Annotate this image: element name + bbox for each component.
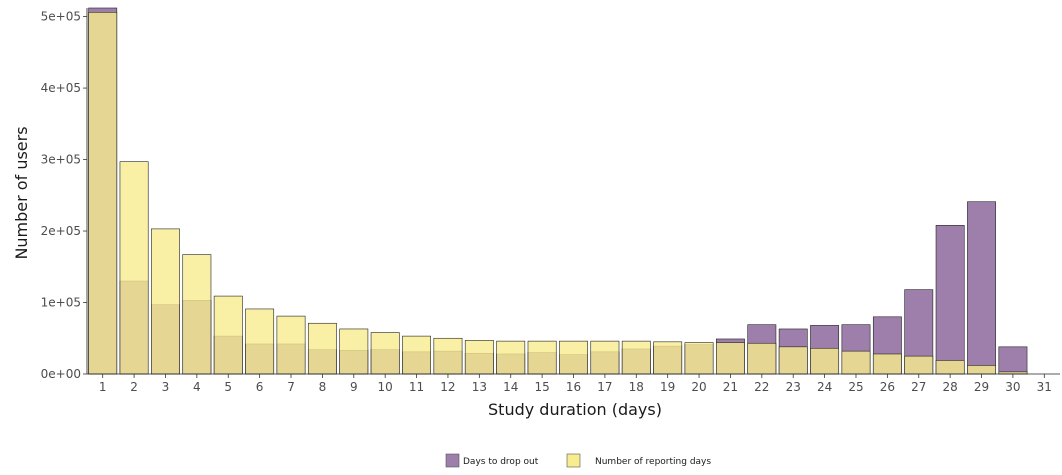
x-tick-label: 23 [786,380,801,394]
x-tick-label: 8 [319,380,327,394]
bar-days-to-drop-out-day-29 [967,201,996,375]
x-tick-label: 28 [943,380,958,394]
bar-number-of-reporting-days-day-7 [276,315,306,375]
x-tick-label: 20 [691,380,706,394]
bar-number-of-reporting-days-day-11 [402,335,431,375]
series-number-of-reporting-days [88,11,1028,375]
y-tick-label: 1e+05 [41,296,81,310]
bar-number-of-reporting-days-day-13 [464,340,494,375]
bar-number-of-reporting-days-day-25 [841,350,871,375]
bar-number-of-reporting-days-day-23 [778,346,808,375]
bar-number-of-reporting-days-day-8 [307,322,337,375]
bar-number-of-reporting-days-day-17 [590,340,620,375]
bar-number-of-reporting-days-day-10 [370,332,400,375]
legend-label-number-of-reporting-days: Number of reporting days [595,457,711,467]
x-tick-label: 31 [1037,380,1052,394]
x-tick-label: 5 [224,380,232,394]
x-tick-label: 29 [974,380,989,394]
x-tick-label: 16 [566,380,581,394]
bar-number-of-reporting-days-day-28 [935,360,965,375]
y-tick-label: 0e+00 [41,367,81,381]
x-tick-label: 12 [440,380,455,394]
x-tick-label: 19 [660,380,675,394]
y-axis-title: Number of users [12,126,31,259]
x-tick-label: 25 [848,380,863,394]
bar-number-of-reporting-days-day-20 [684,342,714,375]
bar-number-of-reporting-days-day-18 [621,340,651,375]
x-tick-label: 30 [1005,380,1020,394]
y-tick-label: 4e+05 [41,81,81,95]
bar-number-of-reporting-days-day-19 [653,341,683,375]
bar-number-of-reporting-days-day-14 [496,340,526,375]
x-tick-label: 27 [911,380,926,394]
legend-key-days-to-drop-out [445,453,460,468]
bar-number-of-reporting-days-day-6 [245,308,275,375]
bar-number-of-reporting-days-day-15 [527,340,557,375]
x-tick-label: 1 [99,380,107,394]
bar-number-of-reporting-days-day-9 [339,328,369,375]
x-tick-label: 2 [130,380,138,394]
y-tick-label: 3e+05 [41,153,81,167]
bar-days-to-drop-out-day-28 [935,225,965,375]
x-tick-label: 9 [350,380,358,394]
legend: Days to drop out Number of reporting days [445,453,711,468]
bar-number-of-reporting-days-day-4 [182,254,212,375]
bar-number-of-reporting-days-day-24 [810,347,840,375]
x-axis-title: Study duration (days) [488,400,662,419]
bar-number-of-reporting-days-day-16 [559,340,588,375]
bar-number-of-reporting-days-day-5 [213,295,243,375]
x-tick-label: 6 [256,380,264,394]
legend-key-number-of-reporting-days [566,453,581,468]
bar-number-of-reporting-days-day-1 [88,11,118,375]
y-tick-label: 2e+05 [41,224,81,238]
y-tick-label: 5e+05 [41,10,81,24]
x-tick-label: 15 [534,380,549,394]
bar-number-of-reporting-days-day-3 [151,228,180,375]
x-tick-label: 7 [287,380,295,394]
x-tick-label: 4 [193,380,201,394]
bar-number-of-reporting-days-day-2 [119,161,149,375]
x-tick-label: 24 [817,380,832,394]
x-tick-label: 10 [378,380,393,394]
x-tick-label: 18 [629,380,644,394]
x-tick-label: 22 [754,380,769,394]
x-tick-label: 14 [503,380,518,394]
bar-days-to-drop-out-day-30 [998,346,1028,375]
bar-number-of-reporting-days-day-12 [433,337,463,375]
x-tick-label: 17 [597,380,612,394]
x-tick-label: 11 [409,380,424,394]
bar-number-of-reporting-days-day-21 [716,342,745,375]
bar-number-of-reporting-days-day-26 [872,353,902,375]
legend-label-days-to-drop-out: Days to drop out [463,457,539,467]
bars-layer [88,7,1028,375]
x-tick-label: 13 [472,380,487,394]
bar-number-of-reporting-days-day-22 [747,342,777,375]
bar-number-of-reporting-days-day-27 [904,355,934,375]
x-tick-label: 3 [162,380,170,394]
x-tick-label: 21 [723,380,738,394]
x-tick-label: 26 [880,380,895,394]
bar-number-of-reporting-days-day-29 [967,365,996,375]
